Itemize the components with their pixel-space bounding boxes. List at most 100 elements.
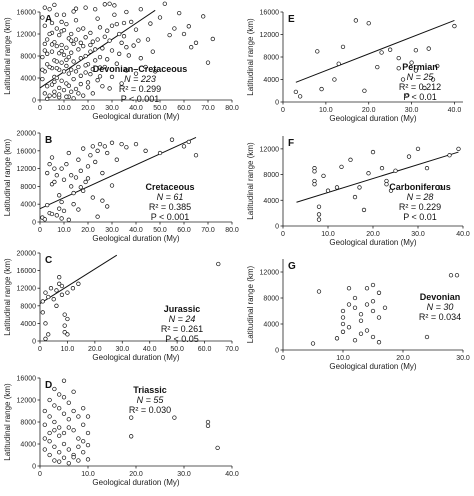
panel-a-data-point — [107, 1, 112, 6]
panel-d-data-point — [66, 461, 71, 466]
panel-b-n-stat: N = 61 — [157, 192, 184, 202]
panel-a-data-point — [76, 91, 81, 96]
panel-d-y-tick-label: 0 — [32, 464, 36, 471]
panel-a-data-point — [107, 38, 112, 43]
panel-d-data-point — [205, 419, 211, 425]
panel-f-x-axis-label: Geological duration (My) — [329, 238, 416, 247]
panel-d-data-point — [66, 425, 71, 430]
panel-a-data-point — [201, 14, 206, 19]
panel-a-data-point — [57, 85, 62, 91]
panel-a-data-point — [83, 70, 88, 75]
panel-g-title: Devonian — [420, 292, 461, 302]
panel-f-data-point — [393, 168, 398, 173]
panel-a-data-point — [47, 93, 52, 98]
panel-e-data-point — [387, 47, 393, 52]
panel-b-data-point — [42, 217, 47, 222]
panel-e-data-point — [336, 61, 341, 66]
panel-g-x-tick-label: 0 — [281, 355, 285, 362]
panel-e-x-tick-label: 20.0 — [362, 107, 376, 114]
panel-c-data-point — [59, 283, 65, 289]
panel-a-x-tick-label: 60.0 — [177, 105, 191, 112]
panel-a-data-point — [54, 43, 59, 49]
panel-f-data-point — [424, 165, 430, 171]
panel-a-x-tick-label: 40.0 — [129, 105, 143, 112]
panel-b-data-point — [109, 140, 115, 145]
panel-a-data-point — [83, 63, 88, 68]
panel-b-data-point — [76, 207, 81, 212]
panel-d-data-point — [61, 455, 67, 460]
panel-e-data-point — [413, 48, 419, 53]
panel-g-x-axis-label: Geological duration (My) — [329, 362, 416, 371]
panel-d-data-point — [42, 408, 47, 414]
panel-f-data-point — [316, 212, 322, 217]
panel-e-data-point — [293, 89, 299, 95]
panel-b-y-tick-label: 0 — [32, 220, 36, 227]
panel-b-data-point — [61, 208, 67, 214]
panel-c-n-stat: N = 24 — [169, 314, 196, 324]
panel-d-data-point — [71, 455, 76, 460]
panel-a-data-point — [83, 53, 88, 59]
panel-b-data-point — [181, 144, 187, 149]
panel-e-data-point — [366, 21, 371, 26]
panel-c-data-point — [54, 288, 59, 293]
panel-a-data-point — [88, 71, 93, 77]
panel-b-y-tick-label: 16000 — [17, 148, 37, 155]
panel-f-y-tick-label: 4000 — [263, 198, 279, 205]
panel-a-data-point — [97, 65, 103, 70]
panel-a-data-point — [69, 50, 74, 55]
panel-a-data-point — [71, 96, 76, 101]
panel-g-data-point — [454, 273, 460, 278]
panel-a-data-point — [52, 93, 57, 98]
panel-d-data-point — [57, 433, 62, 438]
panel-c-x-tick-label: 0 — [38, 346, 42, 353]
panel-e-data-point — [413, 68, 419, 73]
panel-b-data-point — [66, 217, 71, 222]
panel-d-data-point — [42, 447, 47, 452]
panel-a-data-point — [61, 12, 67, 17]
panel-a-x-tick-label: 30.0 — [105, 105, 119, 112]
panel-a-data-point — [145, 37, 151, 42]
panel-c-data-point — [43, 290, 48, 295]
panel-b-r2-stat: R² = 0.385 — [149, 202, 191, 212]
panel-a-data-point — [109, 23, 115, 28]
panel-a-data-point — [57, 92, 62, 97]
panel-a-data-point — [81, 93, 86, 98]
panel-g-data-point — [340, 321, 346, 327]
panel-d-data-point — [85, 457, 91, 462]
panel-b-data-point — [49, 155, 55, 160]
panel-a-data-point — [112, 3, 117, 8]
panel-a-data-point — [85, 80, 91, 85]
panel-f-regression-line — [296, 151, 459, 203]
panel-b-data-point — [114, 157, 119, 162]
panel-b-data-point — [119, 141, 124, 147]
panel-c-data-point — [62, 323, 67, 328]
panel-b-data-point — [97, 141, 103, 147]
panel-f-data-point — [321, 173, 326, 179]
panel-d-data-point — [52, 428, 57, 433]
panel-a-data-point — [105, 28, 110, 33]
panel-g-x-tick-label: 10.0 — [336, 355, 350, 362]
panel-a-y-tick-label: 0 — [32, 98, 36, 105]
panel-c-data-point — [57, 275, 62, 280]
panel-f-n-stat: N = 28 — [407, 192, 434, 202]
panel-a-data-point — [83, 35, 88, 40]
panel-b-data-point — [83, 179, 88, 185]
panel-a-data-point — [54, 12, 59, 17]
panel-a-data-point — [181, 31, 187, 37]
panel-a-data-point — [143, 64, 148, 70]
panel-a-data-point — [189, 45, 194, 50]
panel-c-y-tick-label: 16000 — [17, 268, 37, 275]
panel-g-data-point — [352, 305, 358, 310]
panel-e-x-tick-label: 40.0 — [448, 107, 462, 114]
panel-b-x-tick-label: 40.0 — [129, 227, 143, 234]
panel-b-data-point — [100, 198, 105, 203]
panel-b-data-point — [45, 170, 50, 176]
panel-c-data-point — [70, 286, 76, 291]
panel-b-data-point — [47, 161, 52, 167]
panel-f-data-point — [312, 169, 317, 174]
panel-b-data-point — [105, 204, 110, 209]
panel-a-data-point — [45, 62, 50, 67]
panel-f-data-point — [388, 188, 394, 193]
panel-g-y-axis-label: Latitudinal range (km) — [246, 265, 255, 343]
panel-a-data-point — [90, 91, 95, 96]
